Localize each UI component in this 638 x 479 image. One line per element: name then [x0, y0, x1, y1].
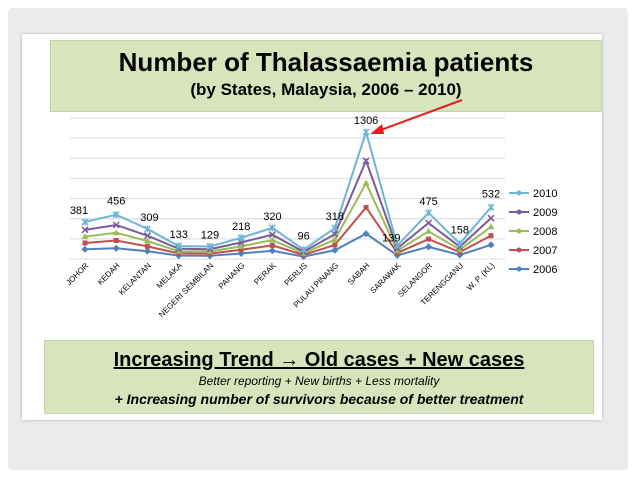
x-tick-label: PERLIS	[283, 261, 309, 287]
title-box: Number of Thalassaemia patients (by Stat…	[50, 40, 602, 112]
point-2007	[457, 249, 463, 255]
point-2008	[206, 247, 214, 254]
trend-title: Increasing Trend → Old cases + New cases	[113, 349, 525, 371]
data-label: 139	[382, 232, 400, 244]
point-2009	[112, 221, 120, 229]
point-2009	[362, 157, 370, 165]
data-label: 218	[232, 221, 250, 233]
point-2006	[425, 243, 433, 251]
point-2006	[331, 246, 339, 254]
point-2007	[426, 236, 432, 242]
data-label: 475	[419, 196, 437, 208]
x-tick-label: W. P. (KL)	[465, 261, 497, 293]
series-line-2008	[84, 180, 492, 255]
point-2006	[143, 247, 151, 255]
series-line-2010	[84, 128, 492, 251]
data-label: 318	[326, 211, 344, 223]
series-line-2007	[84, 205, 492, 256]
point-2006	[362, 230, 370, 238]
point-2007	[144, 243, 150, 249]
data-label: 456	[107, 196, 125, 208]
data-label: 158	[451, 225, 469, 237]
legend-marker-2007	[516, 247, 522, 253]
arrow-shaft	[377, 99, 463, 132]
x-tick-label: JOHOR	[64, 261, 90, 287]
point-2008	[456, 246, 464, 253]
point-2008	[425, 227, 433, 234]
point-2007	[488, 233, 494, 239]
point-2007	[363, 204, 369, 210]
annotation-arrow	[370, 99, 463, 135]
legend-label-2010: 2010	[533, 188, 557, 200]
data-label: 381	[70, 205, 88, 217]
point-2009	[143, 232, 151, 240]
legend-marker-2008	[516, 228, 522, 234]
point-2006	[487, 241, 495, 249]
trend-box: Increasing Trend → Old cases + New cases…	[44, 340, 594, 414]
x-tick-label: PERAK	[252, 261, 278, 287]
point-2007	[269, 242, 275, 248]
data-label: 532	[482, 188, 500, 200]
point-2008	[112, 229, 120, 236]
point-2006	[112, 244, 120, 252]
data-label: 96	[297, 231, 309, 243]
chart-legend: 2010 2009 2008 2007 2006	[509, 188, 557, 276]
point-2009	[425, 219, 433, 227]
point-2008	[81, 233, 89, 240]
point-2008	[237, 242, 245, 249]
point-2007	[332, 242, 338, 248]
legend-marker-2006	[516, 266, 522, 272]
chart-subtitle: (by States, Malaysia, 2006 – 2010)	[190, 80, 462, 99]
trend-line-2: + Increasing number of survivors because…	[114, 391, 524, 407]
trend-line-1: Better reporting + New births + Less mor…	[198, 374, 440, 388]
chart-series	[81, 128, 495, 261]
data-label: 309	[140, 212, 158, 224]
x-tick-label: SABAH	[346, 261, 372, 287]
data-label: 1306	[354, 115, 378, 127]
point-2006	[81, 245, 89, 253]
chart-data-labels: 381 456 309 133 129 218 320 96 318 1306 139 475 158 5…	[70, 115, 500, 244]
point-2006	[268, 247, 276, 255]
x-tick-label: NEGERI SEMBILAN	[157, 261, 215, 319]
legend-label-2006: 2006	[533, 264, 557, 276]
x-tick-label: PAHANG	[217, 261, 247, 291]
data-label: 320	[263, 211, 281, 223]
point-2008	[487, 223, 495, 230]
x-tick-label: KEDAH	[96, 261, 122, 287]
point-2009	[268, 231, 276, 239]
legend-label-2008: 2008	[533, 226, 557, 238]
data-label: 133	[170, 229, 188, 241]
legend-marker-2009	[516, 209, 522, 215]
point-2008	[175, 247, 183, 254]
chart-title: Number of Thalassaemia patients	[118, 47, 534, 77]
point-2008	[393, 247, 401, 254]
point-2008	[143, 237, 151, 244]
x-tick-label: KELANTAN	[117, 261, 153, 297]
point-2009	[331, 230, 339, 238]
data-label: 129	[201, 229, 219, 241]
x-tick-label: MELAKA	[155, 261, 185, 291]
point-2007	[82, 240, 88, 246]
legend-label-2009: 2009	[533, 207, 557, 219]
point-2008	[362, 179, 370, 186]
legend-label-2007: 2007	[533, 245, 557, 257]
point-2007	[238, 247, 244, 253]
point-2009	[487, 214, 495, 222]
arrow-head	[370, 124, 385, 135]
point-2008	[268, 236, 276, 243]
point-2008	[331, 236, 339, 243]
series-line-2009	[84, 158, 492, 253]
point-2007	[113, 238, 119, 244]
legend-marker-2010	[516, 190, 522, 196]
point-2009	[81, 226, 89, 234]
series-line-2006	[84, 232, 492, 258]
